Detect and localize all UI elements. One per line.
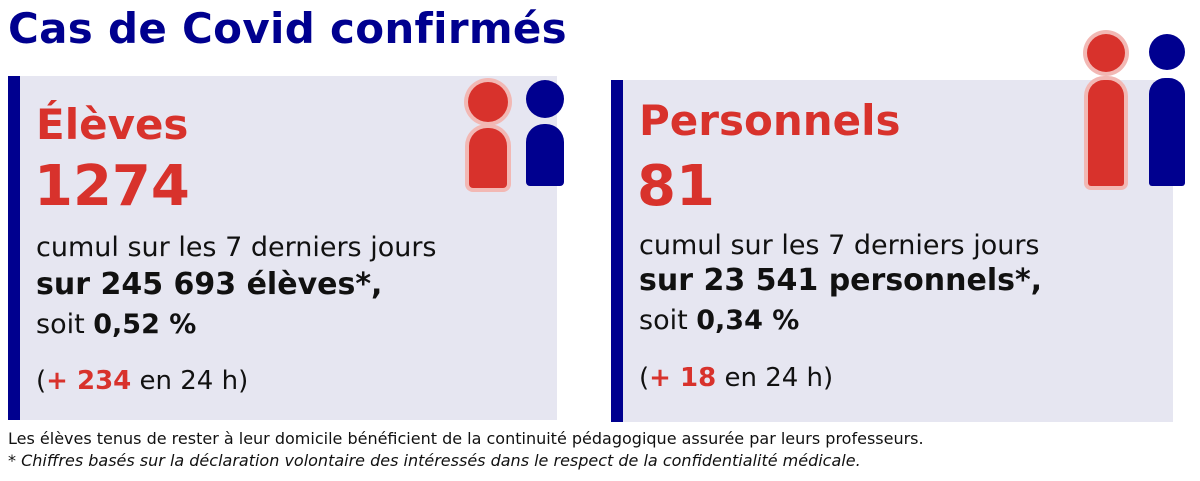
card-accent-bar [8, 76, 20, 420]
staff-card: Personnels 81 cumul sur les 7 derniers j… [611, 80, 1173, 422]
person-blue-icon [524, 80, 566, 186]
delta-close: en 24 h) [716, 363, 834, 393]
card-period: cumul sur les 7 derniers jours [36, 232, 437, 263]
share-prefix: soit [639, 305, 697, 336]
person-blue-icon [1146, 34, 1188, 186]
delta-close: en 24 h) [131, 366, 249, 396]
card-category: Personnels [639, 96, 901, 145]
card-share: soit 0,52 % [36, 309, 196, 340]
footer-note: Les élèves tenus de rester à leur domici… [8, 429, 924, 448]
delta-open: ( [639, 363, 650, 393]
delta-value: + 18 [649, 363, 717, 393]
card-total: sur 245 693 élèves*, [36, 267, 383, 302]
card-total: sur 23 541 personnels*, [639, 263, 1043, 298]
page-title: Cas de Covid confirmés [8, 4, 567, 53]
share-prefix: soit [36, 309, 94, 340]
person-red-icon [1084, 34, 1128, 186]
share-value: 0,34 % [696, 305, 800, 336]
card-accent-bar [611, 80, 623, 422]
card-share: soit 0,34 % [639, 305, 799, 336]
person-red-icon [466, 82, 510, 188]
delta-value: + 234 [46, 366, 132, 396]
footer-footnote: * Chiffres basés sur la déclaration volo… [8, 451, 861, 470]
card-delta: (+ 18 en 24 h) [639, 363, 833, 393]
card-period: cumul sur les 7 derniers jours [639, 230, 1040, 261]
card-count: 81 [637, 154, 715, 219]
card-count: 1274 [34, 154, 190, 219]
students-card: Élèves 1274 cumul sur les 7 derniers jou… [8, 76, 564, 420]
card-category: Élèves [36, 100, 189, 149]
delta-open: ( [36, 366, 47, 396]
card-delta: (+ 234 en 24 h) [36, 366, 248, 396]
footer: Les élèves tenus de rester à leur domici… [8, 428, 924, 472]
share-value: 0,52 % [93, 309, 197, 340]
